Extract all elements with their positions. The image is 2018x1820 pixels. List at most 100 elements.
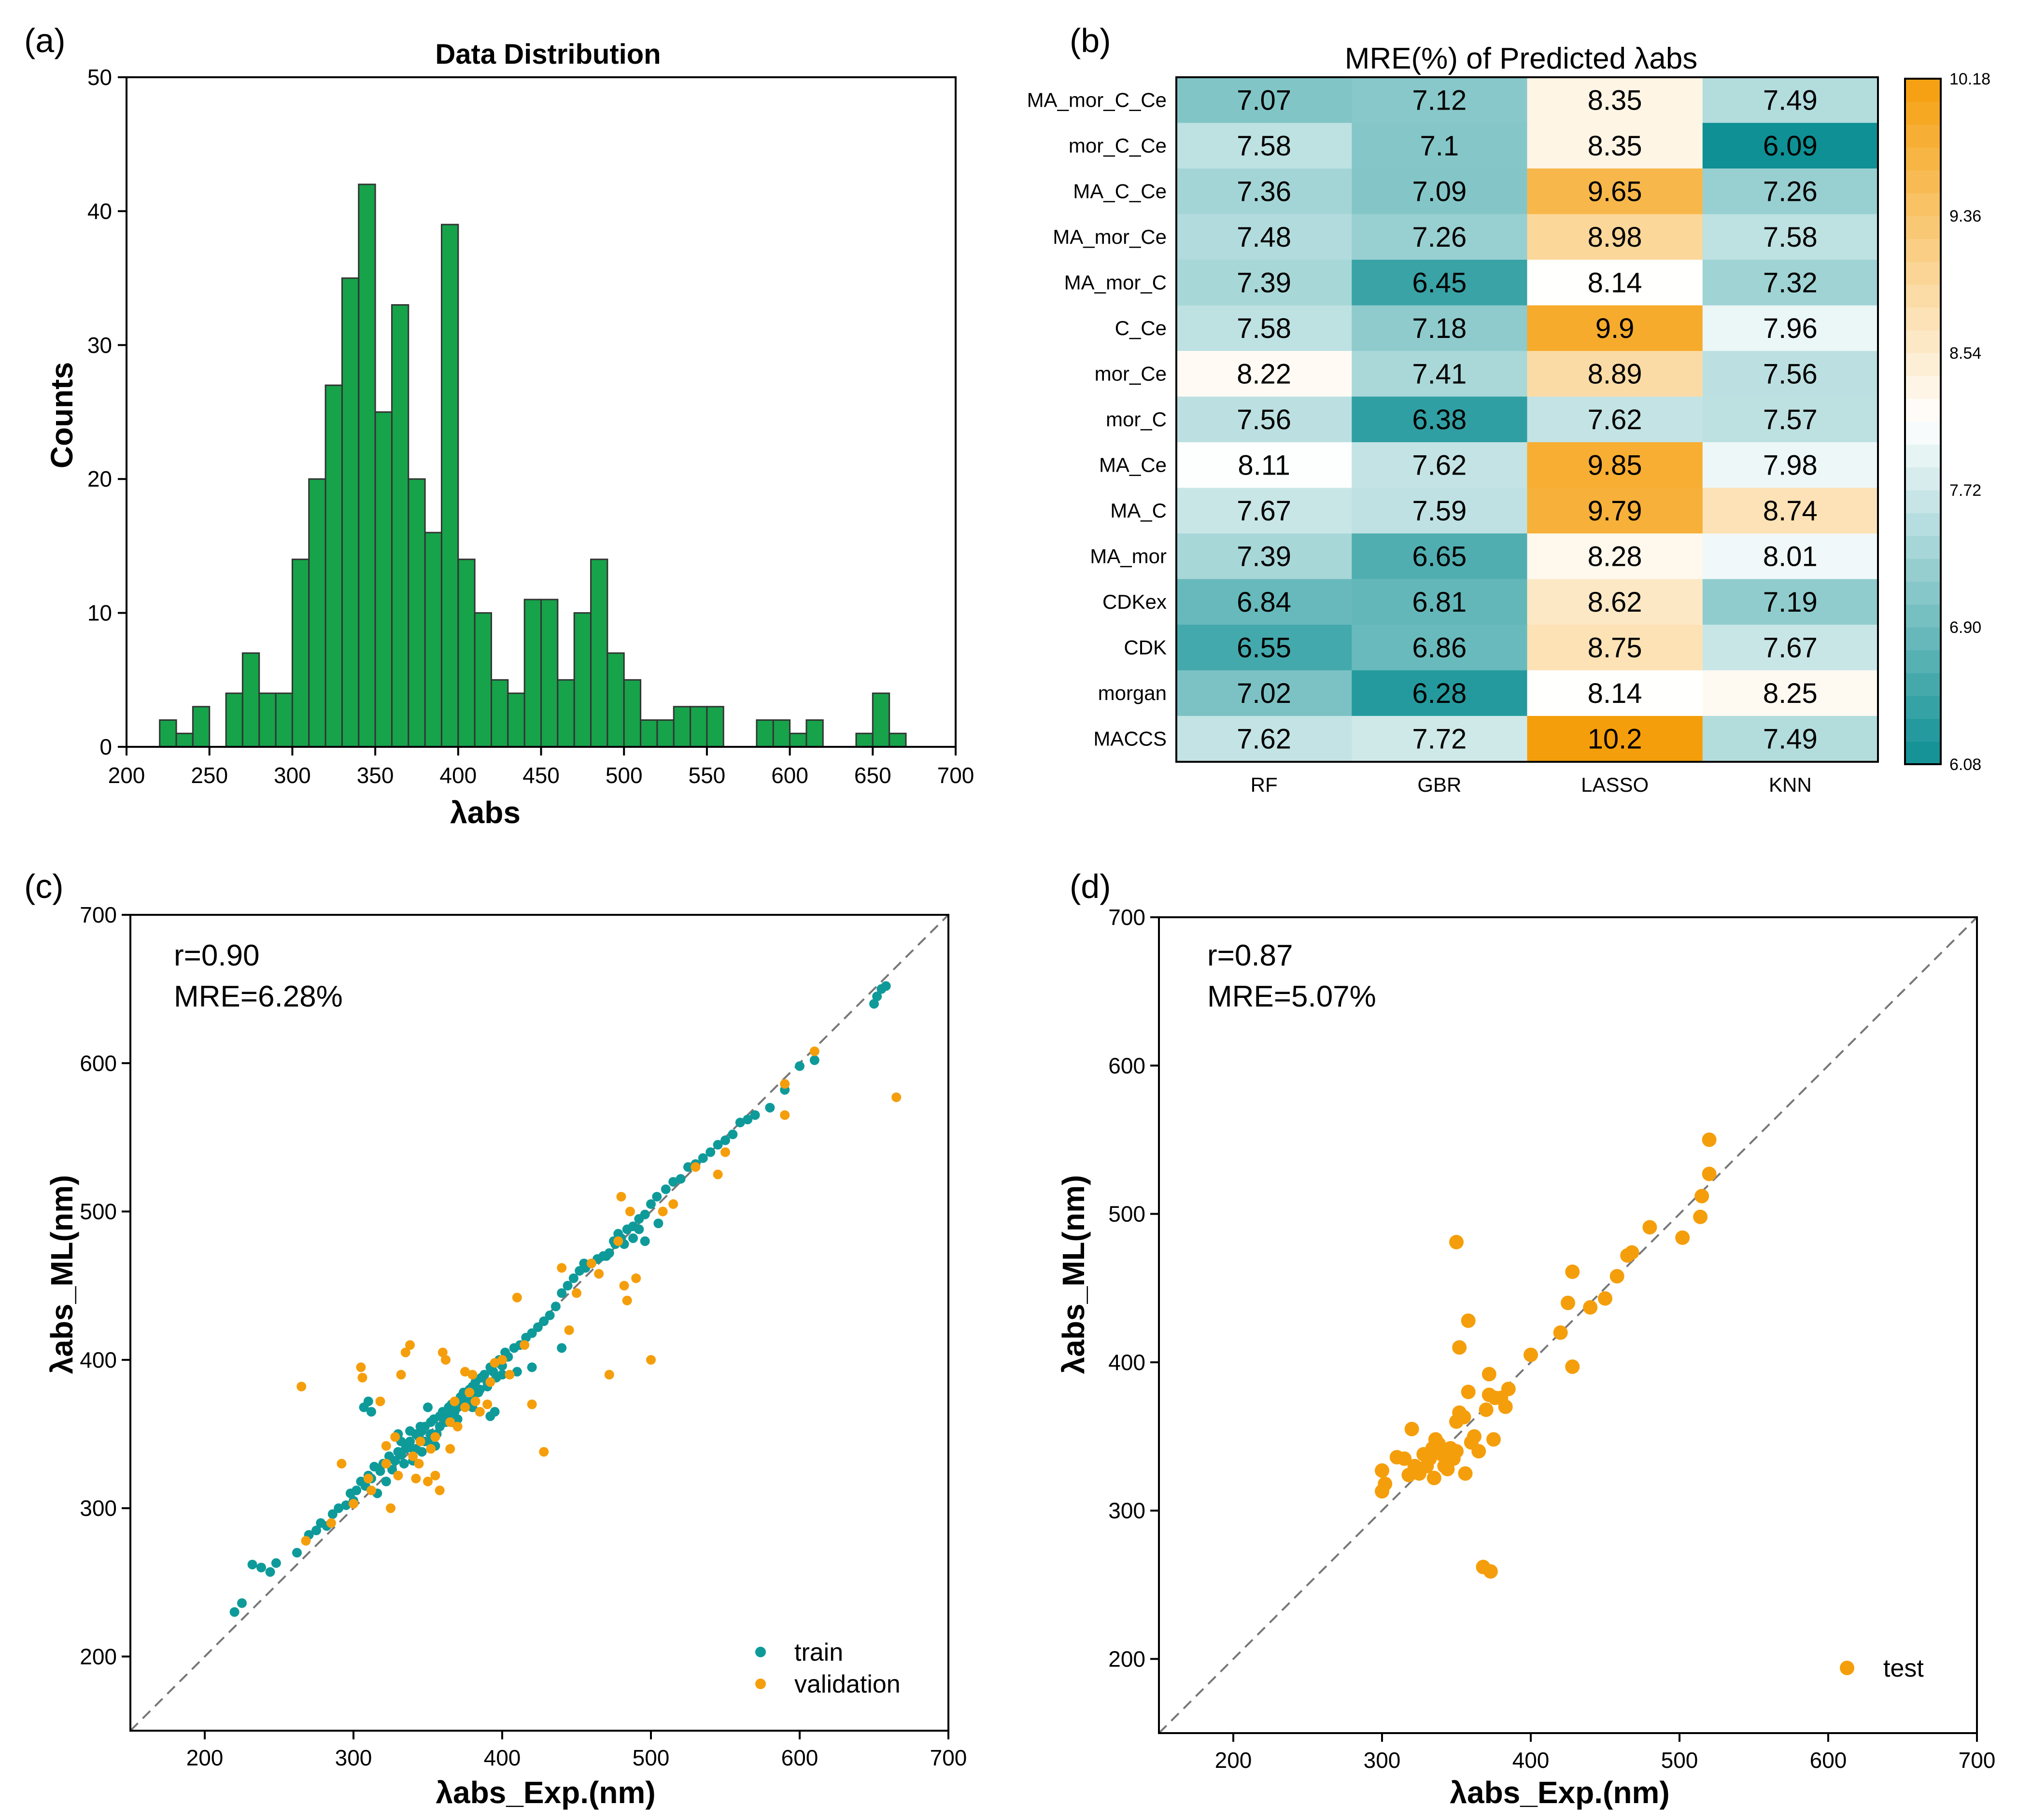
train-point [706, 1147, 716, 1157]
heatmap-cell [1527, 579, 1703, 625]
heatmap-row-label: MA_mor_Ce [1053, 225, 1167, 248]
validation-point [381, 1458, 391, 1469]
validation-point [613, 1236, 623, 1246]
train-point [399, 1458, 409, 1469]
heatmap-cell [1702, 260, 1878, 306]
y-tick-label: 200 [80, 1644, 117, 1669]
heatmap-cell-value: 10.2 [1588, 723, 1642, 755]
validation-point [780, 1079, 790, 1089]
validation-point [400, 1347, 410, 1358]
validation-point [465, 1387, 475, 1398]
heatmap-cell-value: 8.28 [1588, 541, 1642, 572]
validation-point [296, 1382, 307, 1392]
histogram-bar [772, 719, 791, 748]
histogram-bar [573, 612, 592, 748]
train-point [387, 1465, 397, 1475]
histogram-bar [607, 652, 625, 748]
scatter-test-panel: (d) 200 300 400 500 600 700 200 300 400 500 600 700… [1056, 868, 1995, 1810]
x-tick-label: 700 [1959, 1748, 1996, 1773]
validation-point [539, 1447, 549, 1457]
heatmap-row-label: mor_C [1106, 408, 1167, 431]
heatmap-cell [1176, 77, 1352, 123]
validation-point [622, 1295, 632, 1305]
heatmap-cell [1527, 533, 1703, 579]
heatmap-row-label: CDK [1124, 636, 1167, 658]
heatmap-column-label: LASSO [1581, 773, 1649, 796]
heatmap-cell [1352, 214, 1527, 260]
colorbar-step [1905, 193, 1941, 216]
histogram-bar [756, 719, 774, 748]
validation-point [490, 1358, 500, 1368]
train-point [527, 1328, 537, 1338]
train-point [640, 1236, 650, 1246]
heatmap-cell [1176, 396, 1352, 443]
histogram-bar [258, 692, 277, 748]
histogram-bar [457, 559, 476, 748]
histogram-bar [789, 732, 807, 748]
heatmap-cell [1527, 168, 1703, 214]
y-tick-label: 600 [80, 1050, 117, 1076]
x-tick-label: 500 [1661, 1748, 1698, 1773]
y-tick-label: 10 [87, 601, 112, 626]
heatmap-cell [1352, 670, 1527, 716]
colorbar-step [1905, 650, 1941, 673]
y-tick-label: 400 [80, 1347, 117, 1372]
test-point [1482, 1367, 1496, 1382]
heatmap-cell [1527, 351, 1703, 397]
heatmap-cell-value: 8.89 [1588, 358, 1642, 390]
validation-point [485, 1377, 495, 1387]
train-point [527, 1362, 537, 1372]
train-point [341, 1500, 351, 1510]
validation-point [349, 1498, 358, 1509]
train-point [557, 1288, 567, 1298]
histogram-bar [308, 478, 326, 748]
heatmap-cell [1352, 168, 1527, 214]
test-point [1404, 1422, 1419, 1437]
validation-point [505, 1370, 515, 1380]
test-point [1456, 1410, 1471, 1425]
heatmap-cell [1702, 396, 1878, 443]
heatmap-cell [1702, 670, 1878, 716]
legend-d: test [1840, 1654, 1924, 1682]
validation-point [809, 1046, 819, 1056]
heatmap-cell-value: 7.62 [1412, 449, 1467, 481]
validation-point [437, 1347, 448, 1358]
train-point [881, 981, 891, 991]
heatmap-cell [1352, 305, 1527, 351]
colorbar-step [1905, 444, 1941, 468]
train-point [271, 1558, 281, 1568]
train-point [795, 1061, 804, 1071]
histogram-bar [690, 706, 708, 748]
heatmap-cell [1702, 305, 1878, 351]
heatmap-cell [1176, 260, 1352, 306]
y-tick-label: 500 [80, 1199, 117, 1224]
validation-point [435, 1485, 445, 1496]
heatmap-cell-value: 7.41 [1412, 358, 1467, 390]
train-point [539, 1316, 549, 1326]
colorbar-tick-label: 8.54 [1949, 344, 1981, 363]
heatmap-cell-value: 8.62 [1588, 587, 1642, 618]
annotation-r-c: r=0.90 [174, 939, 260, 972]
test-point [1598, 1291, 1612, 1306]
colorbar-step [1905, 421, 1941, 445]
heatmap-cell-value: 7.39 [1237, 267, 1291, 298]
heatmap-cell-value: 6.09 [1763, 130, 1818, 162]
train-point [683, 1162, 693, 1172]
heatmap-title: MRE(%) of Predicted λabs [1345, 42, 1697, 75]
x-tick-label: 250 [191, 763, 228, 788]
train-point [381, 1476, 391, 1486]
x-tick-label: 400 [484, 1745, 521, 1770]
train-point [352, 1485, 362, 1496]
legend-c: train validation [755, 1638, 901, 1698]
train-point [743, 1115, 753, 1125]
validation-point [326, 1518, 336, 1528]
colorbar-step [1905, 353, 1941, 377]
heatmap-cell [1702, 533, 1878, 579]
colorbar-step [1905, 398, 1941, 422]
histogram-bar [557, 679, 575, 748]
validation-point [631, 1273, 641, 1283]
histogram-bar [855, 732, 874, 748]
validation-point [460, 1367, 470, 1377]
heatmap-cell-value: 7.32 [1763, 267, 1818, 298]
validation-point [452, 1422, 463, 1432]
